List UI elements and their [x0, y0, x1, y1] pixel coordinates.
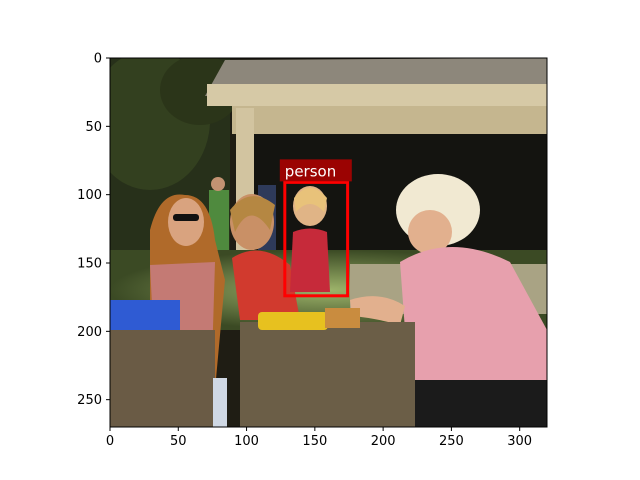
x-tick-label: 100: [234, 434, 259, 449]
y-tick-label: 50: [85, 120, 102, 135]
axes-frame: [109, 57, 548, 428]
x-axis: 0 50 100 150 200 250 300: [106, 427, 532, 449]
x-tick-label: 300: [507, 434, 532, 449]
x-tick-label: 200: [371, 434, 396, 449]
person-bounding-box: [283, 180, 350, 298]
x-tick-label: 250: [439, 434, 464, 449]
y-tick-label: 100: [77, 188, 102, 203]
y-axis: 0 50 100 150 200 250: [77, 52, 110, 408]
detection-overlay: person: [279, 159, 352, 298]
x-tick-label: 50: [170, 434, 187, 449]
photo: [110, 58, 547, 427]
y-tick-label: 200: [77, 325, 102, 340]
x-tick-label: 0: [106, 434, 114, 449]
x-tick-label: 150: [302, 434, 327, 449]
detection-label-bg: [279, 159, 352, 182]
detection-label: person: [285, 162, 336, 180]
y-tick-label: 150: [77, 257, 102, 272]
y-tick-label: 0: [94, 52, 102, 67]
y-tick-label: 250: [77, 393, 102, 408]
